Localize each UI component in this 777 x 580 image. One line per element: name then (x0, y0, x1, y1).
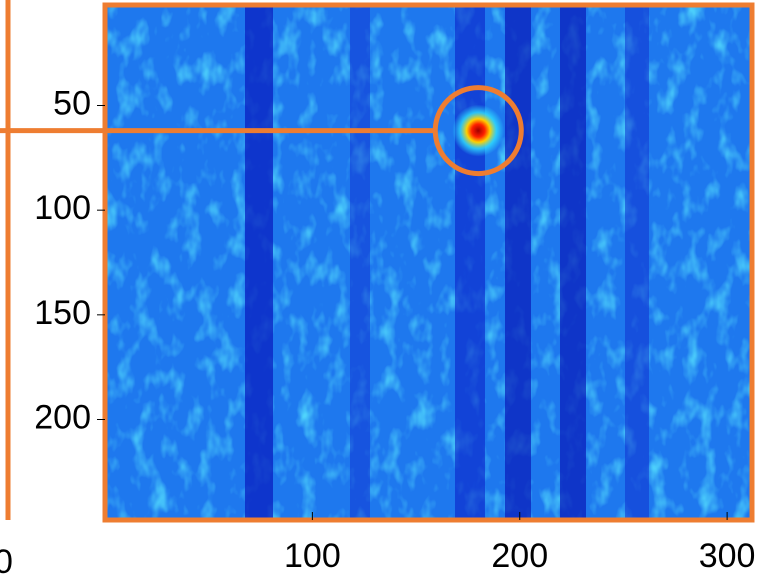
x-tick-label: 200 (491, 537, 548, 575)
plot-frame (102, 2, 755, 523)
x-tick-label: 100 (284, 537, 341, 575)
x-tick-label: 300 (699, 537, 756, 575)
y-tick-label: 50 (53, 84, 91, 122)
left-panel-tick-label: 0 (0, 543, 13, 580)
y-tick-label: 100 (34, 189, 91, 227)
hot-spot (452, 104, 505, 157)
heatmap-image (105, 5, 752, 520)
y-tick-label: 200 (34, 398, 91, 436)
y-tick-label: 150 (34, 294, 91, 332)
